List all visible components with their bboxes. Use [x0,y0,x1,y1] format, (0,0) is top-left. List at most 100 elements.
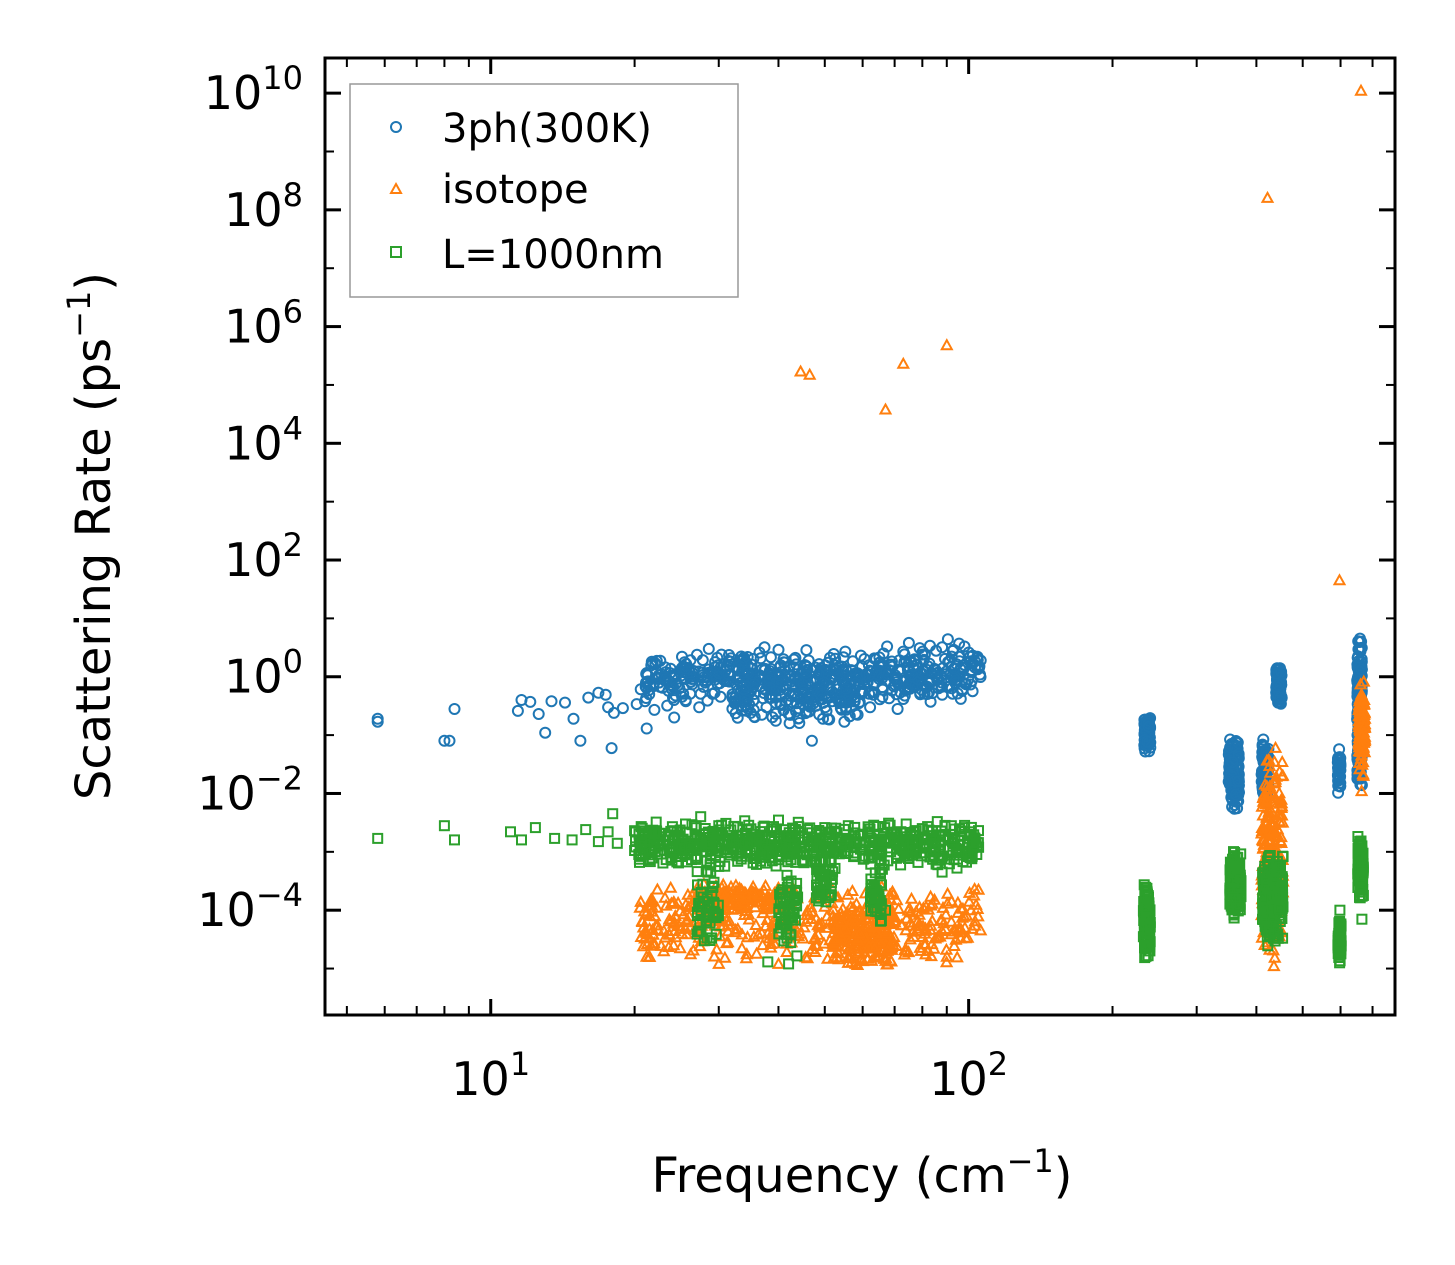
triangle-marker-isotope [1259,810,1274,823]
circle-marker-3ph-300k- [779,679,792,692]
square-marker-l-1000nm [1356,862,1368,873]
circle-marker-3ph-300k- [797,684,810,697]
circle-marker-3ph-300k- [766,711,779,724]
triangle-marker-isotope [799,950,813,963]
square-marker-l-1000nm [815,866,827,878]
circle-marker-3ph-300k- [891,703,904,715]
circle-marker-3ph-300k- [1270,667,1283,680]
square-marker-l-1000nm [742,837,754,849]
circle-marker-3ph-300k- [870,653,882,666]
triangle-marker-isotope [851,933,865,946]
triangle-marker-isotope [645,922,660,935]
circle-marker-3ph-300k- [724,655,737,668]
triangle-marker-isotope [896,356,910,369]
square-marker-l-1000nm [936,866,948,878]
square-marker-l-1000nm [712,899,724,911]
triangle-marker-isotope [1275,799,1289,812]
square-marker-l-1000nm [607,808,619,820]
square-marker-l-1000nm [802,824,813,836]
y-tick-label: 10−2 [197,759,303,820]
legend-marker-circle [390,121,402,133]
triangle-marker-isotope [1353,744,1367,757]
circle-marker-3ph-300k- [758,641,771,654]
square-marker-l-1000nm [864,840,876,852]
circle-marker-3ph-300k- [800,666,813,679]
triangle-marker-isotope [1352,731,1366,744]
triangle-marker-isotope [636,939,650,952]
square-marker-l-1000nm [1356,913,1368,925]
circle-marker-3ph-300k- [835,695,847,708]
circle-marker-3ph-300k- [834,702,847,715]
circle-marker-3ph-300k- [876,691,889,703]
triangle-marker-isotope [951,905,965,918]
circle-marker-3ph-300k- [1229,788,1242,801]
triangle-marker-isotope [925,896,940,909]
triangle-marker-isotope [1272,786,1286,799]
triangle-marker-isotope [1352,755,1367,768]
square-marker-l-1000nm [825,856,837,868]
square-marker-l-1000nm [916,823,928,835]
square-marker-l-1000nm [875,915,886,927]
circle-marker-3ph-300k- [842,688,855,701]
square-marker-l-1000nm [1234,869,1246,881]
triangle-marker-isotope [746,879,760,892]
circle-marker-3ph-300k- [741,694,753,707]
triangle-marker-isotope [1332,573,1347,586]
triangle-marker-isotope [869,926,884,939]
triangle-marker-isotope [718,950,732,963]
triangle-marker-isotope [734,882,749,895]
square-marker-l-1000nm [1273,903,1285,915]
circle-marker-3ph-300k- [676,650,688,663]
circle-marker-3ph-300k- [1274,691,1287,704]
data-points [371,83,1372,972]
triangle-marker-isotope [911,921,925,934]
circle-marker-3ph-300k- [719,675,731,687]
triangle-marker-isotope [658,930,672,943]
triangle-marker-isotope [962,894,976,907]
triangle-marker-isotope [1258,937,1272,950]
circle-marker-3ph-300k- [1226,756,1239,769]
square-marker-l-1000nm [822,842,834,854]
triangle-marker-isotope [1256,794,1271,807]
square-marker-l-1000nm [703,910,715,922]
circle-marker-3ph-300k- [574,734,587,747]
triangle-marker-isotope [974,923,988,936]
triangle-marker-isotope [749,946,764,959]
circle-marker-3ph-300k- [931,666,944,679]
circle-marker-3ph-300k- [747,703,760,716]
circle-marker-3ph-300k- [567,712,580,725]
circle-marker-3ph-300k- [1232,775,1245,788]
triangle-marker-isotope [1255,820,1269,833]
triangle-marker-isotope [850,905,864,918]
triangle-marker-isotope [634,894,648,907]
triangle-marker-isotope [667,894,681,907]
triangle-marker-isotope [761,897,775,910]
circle-marker-3ph-300k- [722,668,735,681]
square-marker-l-1000nm [1266,891,1278,903]
circle-marker-3ph-300k- [1332,773,1345,786]
circle-marker-3ph-300k- [773,669,786,682]
circle-marker-3ph-300k- [1332,786,1345,799]
circle-marker-3ph-300k- [805,734,818,747]
triangle-marker-isotope [916,901,931,914]
triangle-marker-isotope [739,951,753,964]
triangle-marker-isotope [636,920,651,933]
square-marker-l-1000nm [1275,861,1286,873]
triangle-marker-isotope [940,338,954,351]
circle-marker-3ph-300k- [539,726,552,739]
circle-marker-3ph-300k- [605,742,618,755]
triangle-marker-isotope [803,367,817,380]
triangle-marker-isotope [835,914,849,927]
circle-marker-3ph-300k- [956,683,969,696]
legend-marker-square [390,246,402,258]
triangle-marker-isotope [1259,793,1274,806]
circle-marker-3ph-300k- [800,644,813,657]
circle-marker-3ph-300k- [948,662,961,675]
triangle-marker-isotope [891,901,906,914]
triangle-marker-isotope [848,917,862,930]
square-marker-l-1000nm [790,856,802,868]
square-marker-l-1000nm [712,827,724,838]
circle-marker-3ph-300k- [918,648,931,661]
triangle-marker-isotope [677,907,691,920]
circle-marker-3ph-300k- [797,698,810,711]
